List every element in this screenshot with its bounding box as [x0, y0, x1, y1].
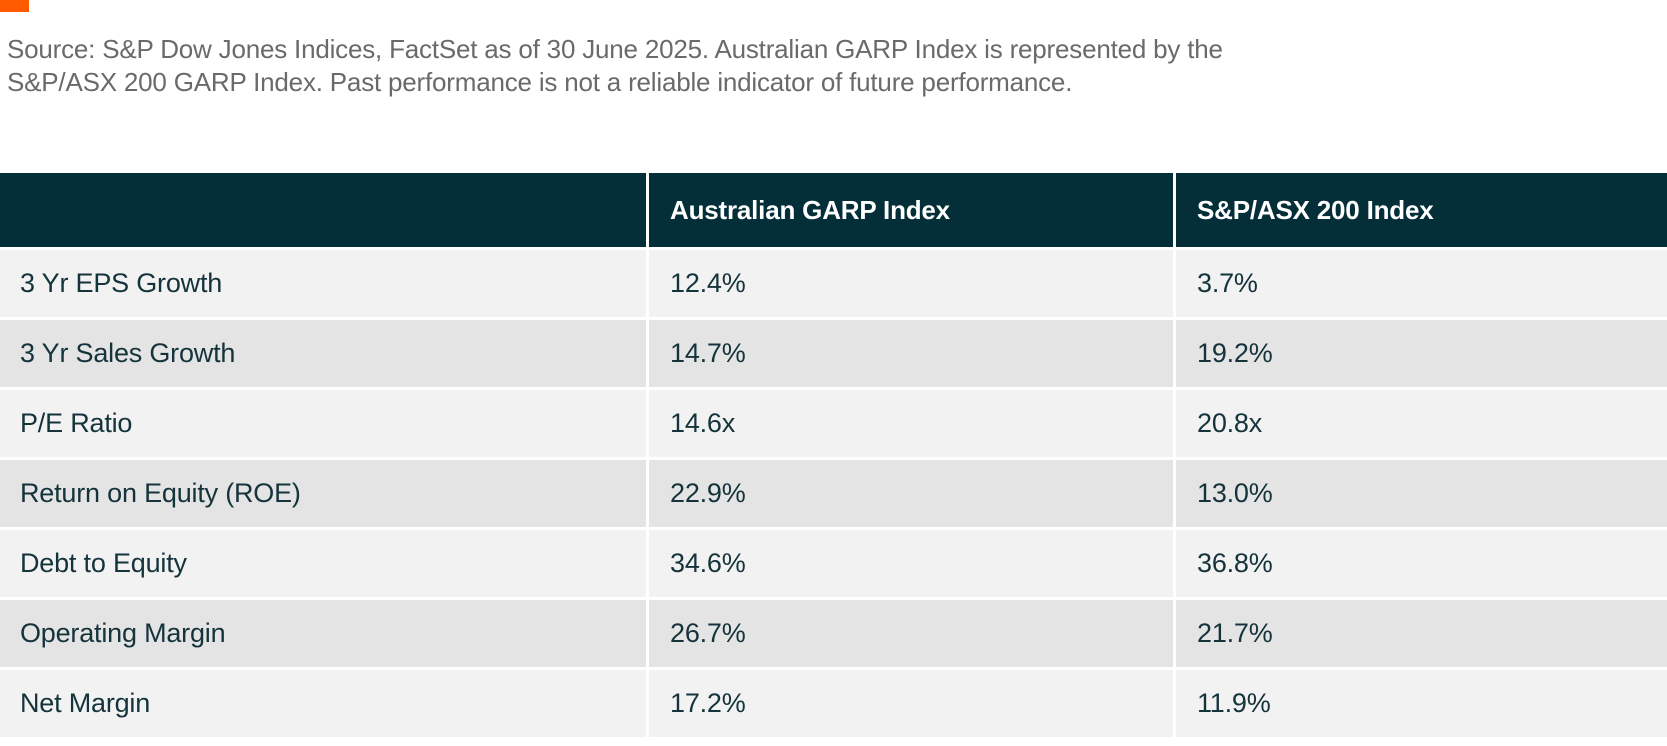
- table-row: Operating Margin 26.7% 21.7%: [0, 597, 1667, 667]
- table-header-row: Australian GARP Index S&P/ASX 200 Index: [0, 173, 1667, 247]
- garp-value: 14.7%: [646, 320, 1173, 387]
- metric-label: P/E Ratio: [20, 408, 133, 438]
- table-row: Return on Equity (ROE) 22.9% 13.0%: [0, 457, 1667, 527]
- table-row: Net Margin 17.2% 11.9%: [0, 667, 1667, 737]
- metric-label: Operating Margin: [20, 618, 226, 648]
- garp-value: 17.2%: [646, 670, 1173, 737]
- table-row: 3 Yr Sales Growth 14.7% 19.2%: [0, 317, 1667, 387]
- brand-orange-block: [0, 0, 29, 12]
- table-row: Debt to Equity 34.6% 36.8%: [0, 527, 1667, 597]
- metrics-table: Australian GARP Index S&P/ASX 200 Index …: [0, 173, 1667, 737]
- metric-label: 3 Yr Sales Growth: [20, 338, 236, 368]
- garp-value: 34.6%: [646, 530, 1173, 597]
- asx-value: 36.8%: [1173, 530, 1667, 597]
- source-note-line2: S&P/ASX 200 GARP Index. Past performance…: [7, 67, 1073, 97]
- metric-label: 3 Yr EPS Growth: [20, 268, 223, 298]
- garp-value: 26.7%: [646, 600, 1173, 667]
- source-note: Source: S&P Dow Jones Indices, FactSet a…: [7, 33, 1223, 99]
- garp-value: 22.9%: [646, 460, 1173, 527]
- asx-value: 13.0%: [1173, 460, 1667, 527]
- table-row: P/E Ratio 14.6x 20.8x: [0, 387, 1667, 457]
- asx-value: 11.9%: [1173, 670, 1667, 737]
- asx-value: 20.8x: [1173, 390, 1667, 457]
- asx-value: 19.2%: [1173, 320, 1667, 387]
- header-cell-empty: [0, 173, 646, 247]
- metric-label: Net Margin: [20, 688, 151, 718]
- header-cell-australian-garp-index: Australian GARP Index: [646, 173, 1173, 247]
- asx-value: 21.7%: [1173, 600, 1667, 667]
- table-row: 3 Yr EPS Growth 12.4% 3.7%: [0, 247, 1667, 317]
- metric-label: Return on Equity (ROE): [20, 478, 301, 508]
- garp-value: 12.4%: [646, 250, 1173, 317]
- garp-value: 14.6x: [646, 390, 1173, 457]
- asx-value: 3.7%: [1173, 250, 1667, 317]
- source-note-line1: Source: S&P Dow Jones Indices, FactSet a…: [7, 34, 1223, 64]
- metric-label: Debt to Equity: [20, 548, 187, 578]
- header-cell-sp-asx-200-index: S&P/ASX 200 Index: [1173, 173, 1667, 247]
